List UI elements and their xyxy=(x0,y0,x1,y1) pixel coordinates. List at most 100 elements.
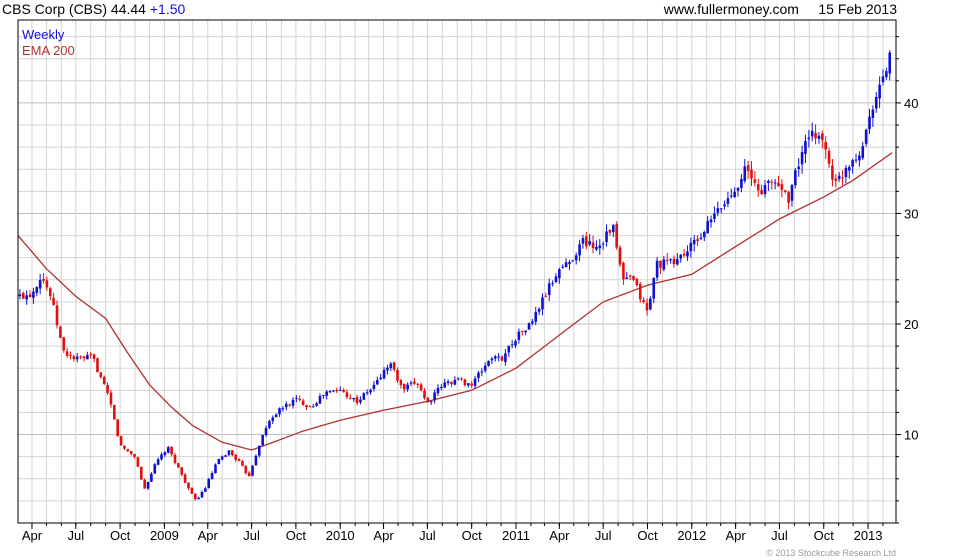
candle-body xyxy=(79,356,82,358)
candle xyxy=(409,380,413,387)
candle xyxy=(308,405,312,408)
candle-body xyxy=(271,417,275,422)
candle-body xyxy=(180,467,184,475)
candle-body xyxy=(392,362,396,370)
candle xyxy=(231,450,234,457)
candle-body xyxy=(62,337,66,351)
candle xyxy=(713,206,716,223)
candle xyxy=(436,384,440,397)
candle xyxy=(723,200,726,210)
candle xyxy=(615,221,618,250)
candle xyxy=(790,183,794,207)
candle xyxy=(423,388,426,400)
candle xyxy=(119,435,123,446)
candle-body xyxy=(726,198,730,204)
candle xyxy=(440,384,443,391)
candle xyxy=(392,361,396,372)
candle-body xyxy=(126,449,130,452)
candle-body xyxy=(382,370,386,379)
candle xyxy=(129,450,133,456)
candle xyxy=(86,351,89,360)
candle xyxy=(817,132,821,144)
candle xyxy=(163,451,167,457)
candle-body xyxy=(35,286,39,293)
candle xyxy=(82,355,86,362)
candle-body xyxy=(571,260,575,262)
candle xyxy=(301,398,305,406)
candle-body xyxy=(28,294,32,298)
candle xyxy=(426,397,430,403)
candle-body xyxy=(349,397,352,399)
candle-body xyxy=(338,389,342,391)
candle-body xyxy=(753,179,757,183)
candle-body xyxy=(217,458,221,465)
candle xyxy=(591,235,595,254)
x-tick-label: Oct xyxy=(637,528,658,543)
candle xyxy=(311,403,315,408)
candle-body xyxy=(305,405,308,408)
candle xyxy=(844,165,848,184)
candle xyxy=(214,463,217,474)
candle xyxy=(750,161,753,187)
candle xyxy=(99,372,103,379)
candle xyxy=(780,179,784,198)
candle-body xyxy=(113,404,116,420)
candle-body xyxy=(335,389,339,392)
candle xyxy=(75,352,79,363)
candle xyxy=(241,460,244,467)
candle xyxy=(797,158,801,177)
candle xyxy=(379,373,382,380)
candle xyxy=(473,376,477,389)
candle-body xyxy=(21,293,25,299)
candle-body xyxy=(800,152,804,165)
candle-body xyxy=(841,177,844,179)
candle xyxy=(736,187,740,197)
candle-body xyxy=(689,242,693,252)
candle xyxy=(686,245,689,261)
candle xyxy=(48,286,52,301)
candle-body xyxy=(48,288,52,297)
candle-body xyxy=(874,96,878,109)
candle-body xyxy=(881,76,885,83)
candle-body xyxy=(402,383,406,390)
candle-body xyxy=(740,178,743,189)
candle-body xyxy=(308,406,312,408)
candle xyxy=(207,477,211,489)
candle xyxy=(770,179,774,190)
candle-body xyxy=(686,251,689,257)
candle xyxy=(247,470,251,477)
chart-source: www.fullermoney.com 15 Feb 2013 xyxy=(664,1,897,17)
candle-body xyxy=(470,383,473,386)
candle xyxy=(544,292,548,298)
candle-body xyxy=(746,165,750,172)
candle-body xyxy=(652,277,656,299)
candle xyxy=(827,147,831,168)
candle xyxy=(419,382,423,392)
candle xyxy=(389,362,393,372)
candle-body xyxy=(794,170,797,186)
grid xyxy=(18,20,896,524)
candle xyxy=(608,229,612,236)
candle-body xyxy=(763,184,767,195)
candle xyxy=(281,405,285,412)
candle xyxy=(456,377,460,381)
candle-body xyxy=(116,419,119,437)
candle-body xyxy=(237,459,241,462)
x-tick-label: Oct xyxy=(110,528,131,543)
candle-body xyxy=(696,239,699,241)
candle xyxy=(763,180,767,198)
candle xyxy=(197,496,200,500)
candle xyxy=(18,288,22,300)
stock-price: 44.44 xyxy=(110,1,146,17)
candle-body xyxy=(628,275,632,277)
candle xyxy=(268,419,271,430)
candle-body xyxy=(547,283,551,295)
candle xyxy=(689,237,693,258)
candle xyxy=(453,376,457,386)
candle xyxy=(804,134,807,164)
candle xyxy=(699,232,703,240)
x-tick-label: 2013 xyxy=(854,528,883,543)
candle-body xyxy=(52,297,55,306)
candle xyxy=(783,189,787,194)
candle xyxy=(537,307,541,316)
